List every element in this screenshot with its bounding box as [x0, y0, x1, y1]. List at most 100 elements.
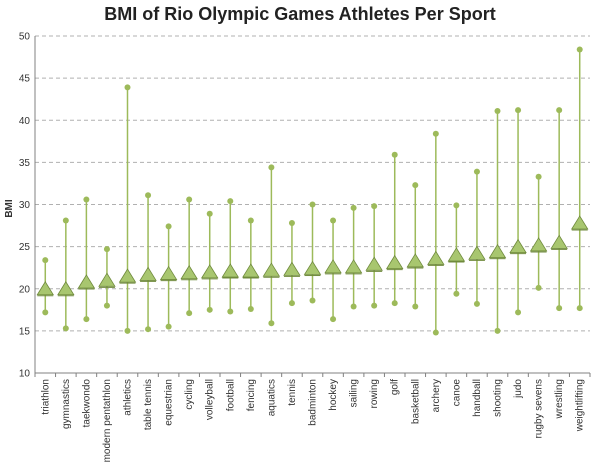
y-tick-label: 30: [19, 200, 31, 211]
x-category-label: equestrian: [164, 379, 175, 426]
max-point: [227, 198, 234, 205]
min-point: [186, 310, 193, 317]
x-category-label: taekwondo: [81, 379, 92, 428]
max-point: [247, 217, 254, 224]
min-point: [83, 316, 90, 323]
min-point: [453, 290, 460, 297]
mean-marker: [98, 272, 116, 287]
x-category-label: fencing: [246, 379, 257, 411]
min-point: [42, 309, 49, 316]
x-category-label: modern pentathlon: [102, 379, 113, 462]
mean-marker: [529, 237, 548, 252]
x-category-label: judo: [513, 379, 524, 399]
mean-marker: [283, 261, 301, 276]
x-category-label: rowing: [369, 379, 380, 408]
x-category-label: basketball: [410, 379, 421, 424]
max-point: [391, 151, 398, 158]
max-point: [288, 220, 295, 227]
x-category-label: aquatics: [266, 379, 277, 416]
mean-marker: [201, 264, 219, 279]
x-category-label: archery: [431, 379, 442, 412]
mean-marker: [159, 265, 178, 280]
x-category-label: weightlifting: [575, 379, 586, 432]
max-point: [42, 257, 49, 264]
x-category-label: hockey: [328, 379, 339, 411]
max-point: [309, 201, 316, 208]
min-point: [62, 325, 69, 332]
mean-marker: [180, 264, 198, 280]
min-point: [350, 303, 357, 310]
mean-marker: [365, 256, 383, 271]
x-category-label: shooting: [493, 379, 504, 417]
max-point: [576, 46, 583, 53]
max-point: [473, 168, 480, 175]
mean-marker: [550, 234, 568, 249]
min-point: [391, 300, 398, 307]
mean-marker: [571, 215, 589, 230]
max-point: [206, 210, 213, 217]
mean-marker: [427, 250, 445, 265]
mean-marker: [509, 238, 527, 254]
mean-marker: [57, 280, 75, 296]
y-tick-label: 50: [19, 32, 31, 43]
x-category-label: badminton: [308, 379, 319, 426]
max-point: [556, 107, 563, 114]
min-point: [145, 326, 152, 333]
x-category-label: cycling: [184, 379, 195, 410]
mean-marker: [139, 266, 157, 281]
series-layer: [36, 46, 589, 336]
mean-marker: [406, 253, 424, 268]
min-point: [432, 329, 439, 336]
x-category-label: canoe: [451, 379, 462, 407]
mean-marker: [118, 268, 137, 283]
min-point: [371, 302, 378, 309]
y-tick-label: 20: [19, 284, 31, 295]
min-point: [268, 320, 275, 327]
max-point: [103, 246, 110, 253]
max-point: [432, 130, 439, 137]
x-category-label: wrestling: [554, 379, 565, 419]
max-point: [371, 203, 378, 210]
min-point: [288, 300, 295, 307]
max-point: [350, 204, 357, 211]
min-point: [206, 306, 213, 313]
max-point: [186, 196, 193, 203]
x-category-label: tennis: [287, 379, 298, 406]
x-category-label: gymnastics: [61, 379, 72, 429]
max-point: [330, 217, 337, 224]
mean-marker: [386, 254, 404, 270]
y-tick-label: 15: [19, 326, 31, 337]
x-category-label: handball: [472, 379, 483, 417]
mean-marker: [36, 280, 54, 296]
y-tick-label: 10: [19, 369, 31, 380]
mean-marker: [242, 263, 260, 278]
min-point: [515, 309, 522, 316]
y-tick-label: 35: [19, 158, 31, 169]
min-point: [124, 327, 131, 334]
y-axis-label: BMI: [4, 199, 15, 218]
max-point: [412, 182, 419, 189]
max-point: [494, 107, 501, 114]
mean-marker: [262, 262, 281, 277]
y-tick-label: 25: [19, 242, 31, 253]
y-tick-label: 45: [19, 74, 31, 85]
min-point: [576, 305, 583, 312]
min-point: [556, 305, 563, 312]
mean-marker: [468, 245, 486, 260]
max-point: [165, 223, 172, 230]
mean-marker: [344, 259, 363, 274]
max-point: [62, 217, 69, 224]
mean-marker: [447, 247, 466, 262]
y-tick-label: 40: [19, 116, 31, 127]
min-point: [494, 327, 501, 334]
x-category-label: sailing: [349, 379, 360, 407]
max-point: [515, 107, 522, 114]
max-point: [535, 173, 542, 180]
x-category-label: athletics: [123, 379, 134, 416]
x-category-label: table tennis: [143, 379, 154, 430]
min-point: [247, 305, 254, 312]
x-category-label: triathlon: [40, 379, 51, 415]
max-point: [268, 164, 275, 171]
mean-marker: [488, 243, 507, 259]
